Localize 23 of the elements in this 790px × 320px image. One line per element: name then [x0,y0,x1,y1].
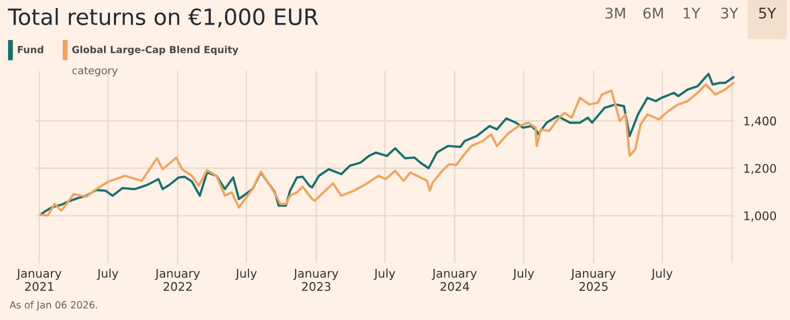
y-tick-label: 1,200 [744,164,776,174]
text: 3Y [721,8,738,19]
y-tick-label: 1,000 [744,211,776,222]
annotation: category [72,66,118,76]
x-tick-label: July [651,268,673,280]
text: As of Jan 06 2026. [10,300,98,310]
y-tick-label: 1,400 [744,116,776,127]
chart-title: Total returns on €1,000 EUR [8,8,318,28]
x-tick-label: July [374,268,396,280]
legend-label: Fund [18,46,44,54]
x-tick-label: January 2023 [293,268,338,291]
text: 1Y [684,8,700,18]
x-tick-label: January 2022 [154,268,200,291]
text: 3M [606,8,625,19]
x-tick-label: January 2025 [570,268,616,291]
x-tick-label: July [512,268,534,280]
text: 5Y [759,8,776,19]
x-tick-label: July [235,268,257,280]
text: 6M [643,8,663,19]
x-tick-label: January 2021 [16,268,62,291]
x-tick-label: July [96,268,118,280]
legend-label: Global Large-Cap Blend Equity [72,46,238,56]
x-tick-label: January 2024 [432,268,477,291]
